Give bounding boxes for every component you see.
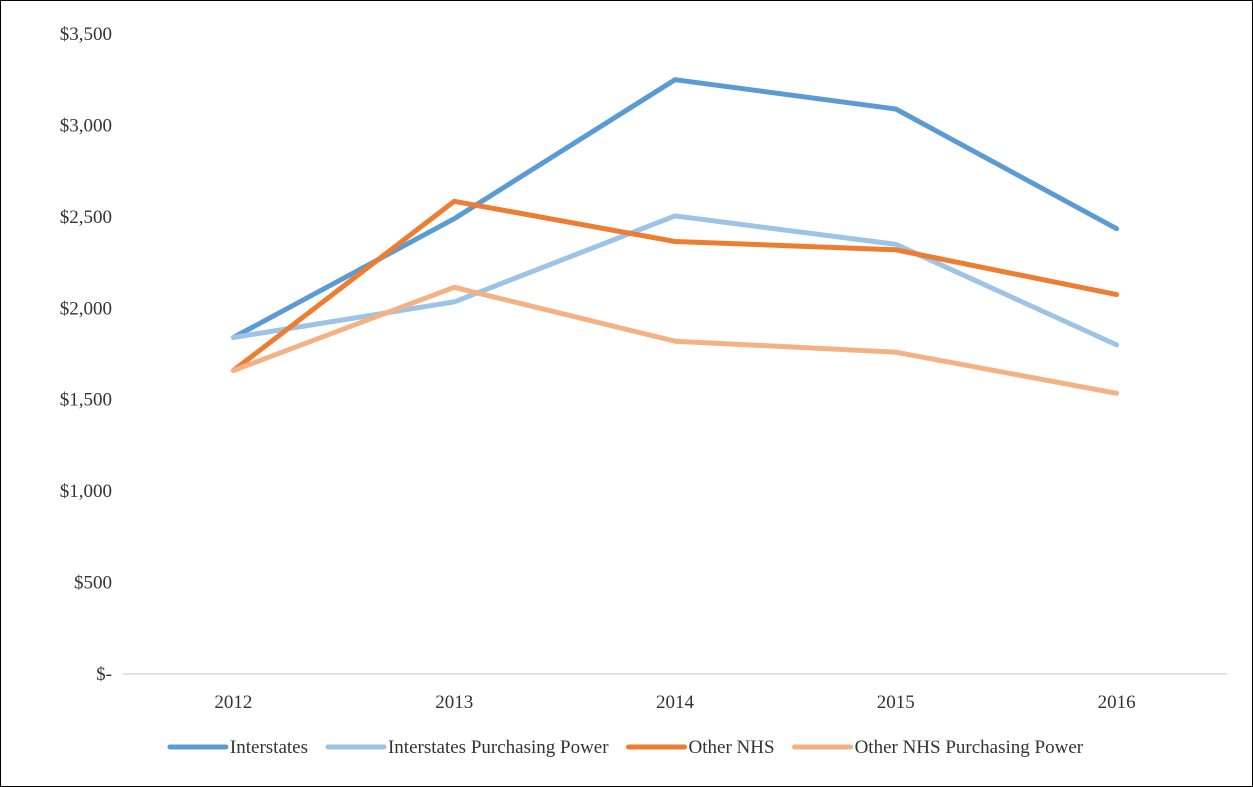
- y-tick-label: $-: [96, 664, 112, 685]
- y-tick-label: $3,500: [60, 24, 112, 45]
- y-tick-label: $1,000: [60, 481, 112, 502]
- x-tick-label: 2013: [435, 692, 473, 713]
- legend-label: Other NHS: [689, 737, 775, 758]
- y-axis-tick-labels: $- $500 $1,000 $1,500 $2,000 $2,500 $3,000 $3,5…: [60, 24, 112, 685]
- legend-label: Interstates Purchasing Power: [388, 737, 609, 758]
- series-line-1: [230, 77, 1120, 340]
- legend: Interstates Interstates Purchasing Power O…: [167, 737, 1084, 758]
- x-tick-label: 2014: [656, 692, 695, 713]
- y-tick-label: $3,000: [60, 115, 112, 136]
- x-tick-label: 2016: [1098, 692, 1136, 713]
- legend-label: Interstates: [230, 737, 308, 758]
- y-tick-label: $500: [74, 573, 112, 594]
- y-tick-label: $1,500: [60, 390, 112, 411]
- x-tick-label: 2015: [877, 692, 915, 713]
- x-axis-tick-labels: 2012 2013 2014 2015 2016: [214, 692, 1135, 713]
- series-lines: [230, 77, 1120, 396]
- x-tick-label: 2012: [214, 692, 252, 713]
- series-line-3: [230, 198, 1120, 373]
- series-line-4: [230, 284, 1120, 396]
- y-tick-label: $2,500: [60, 207, 112, 228]
- y-tick-label: $2,000: [60, 298, 112, 319]
- legend-label: Other NHS Purchasing Power: [855, 737, 1084, 758]
- series-line-2: [230, 213, 1120, 348]
